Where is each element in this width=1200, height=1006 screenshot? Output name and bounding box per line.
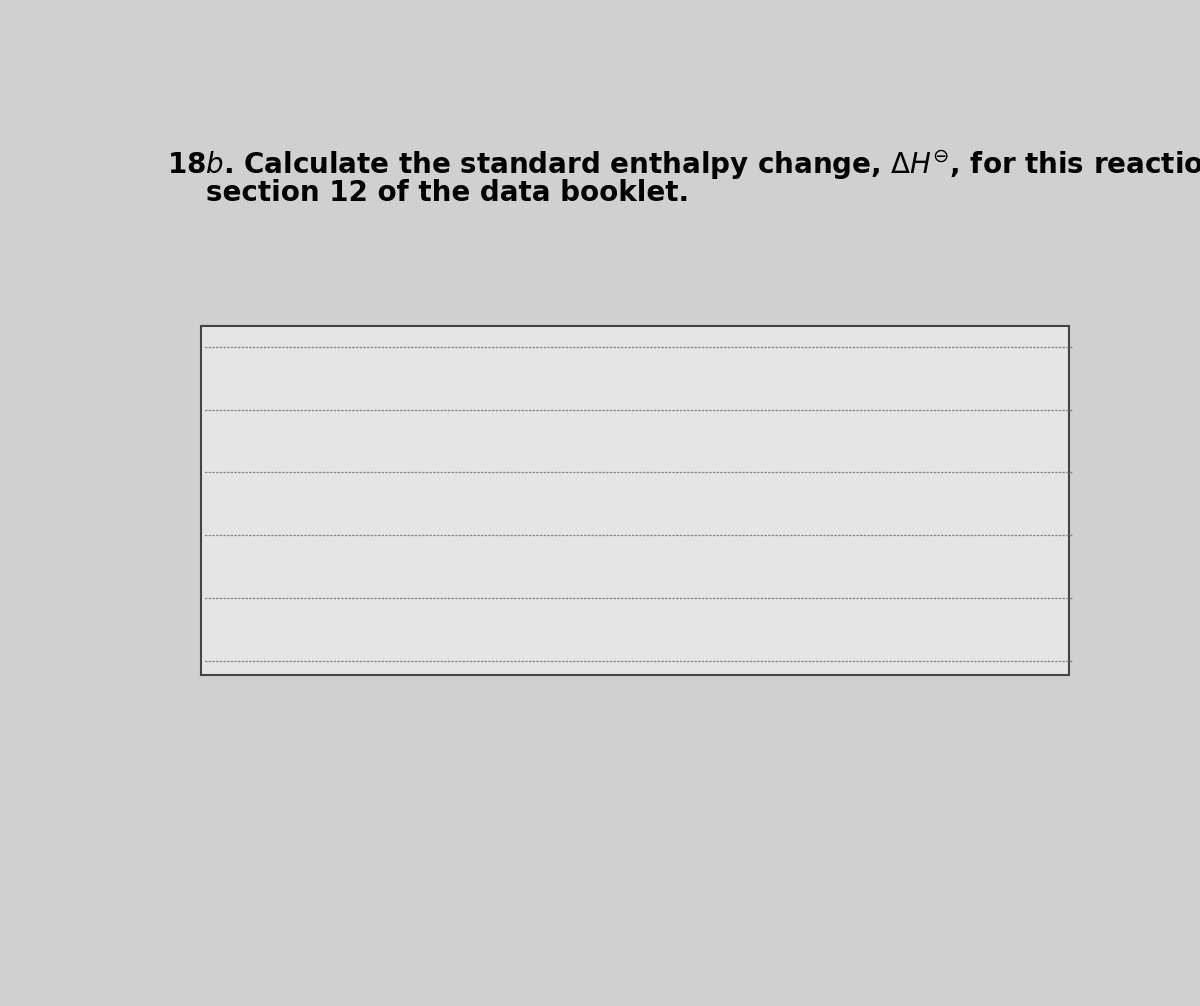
- Text: 18$b$. Calculate the standard enthalpy change, $\Delta H^{\ominus}$, for this re: 18$b$. Calculate the standard enthalpy c…: [167, 148, 1200, 182]
- Text: section 12 of the data booklet.: section 12 of the data booklet.: [206, 179, 689, 207]
- FancyBboxPatch shape: [202, 326, 1069, 675]
